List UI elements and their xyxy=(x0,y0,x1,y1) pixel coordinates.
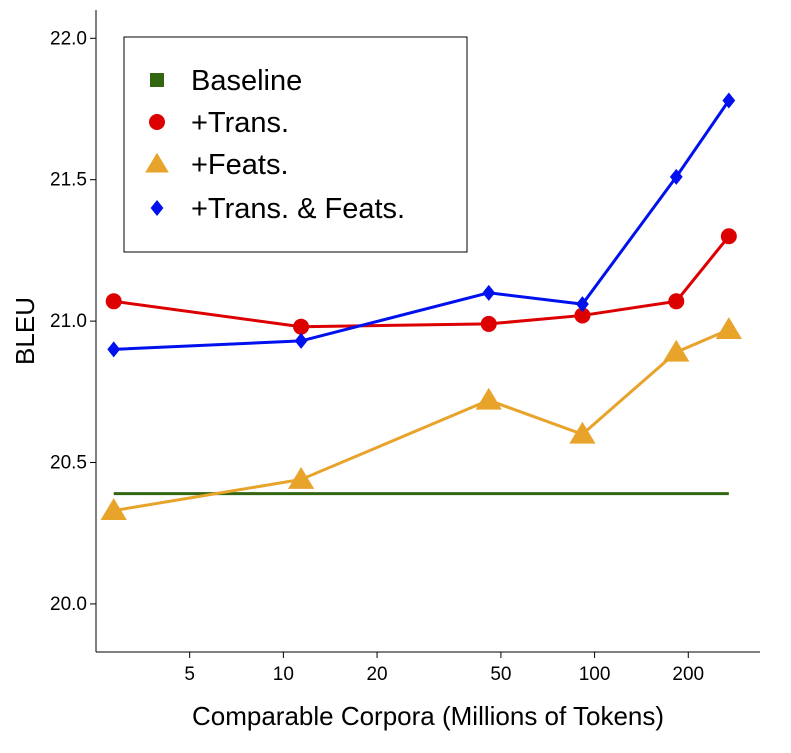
data-point-feats xyxy=(100,498,127,520)
data-point-feats xyxy=(663,339,690,362)
axes xyxy=(95,10,760,653)
x-tick-label: 50 xyxy=(490,664,511,685)
x-ticks: 5 10 20 50 100 200 xyxy=(184,652,704,685)
x-tick-label: 20 xyxy=(366,664,387,685)
series-trans-feats xyxy=(107,92,736,358)
x-tick-label: 10 xyxy=(273,664,294,685)
x-axis-title: Comparable Corpora (Millions of Tokens) xyxy=(192,701,664,731)
series-line-trans-feats xyxy=(113,99,731,351)
legend-marker xyxy=(145,152,169,173)
x-tick-label: 100 xyxy=(579,664,611,685)
legend: Baseline +Trans. +Feats. +Trans. & Feats. xyxy=(123,36,468,253)
legend-label: +Trans. xyxy=(191,107,289,139)
data-point-feats xyxy=(475,387,502,410)
y-ticks: 20.0 20.5 21.0 21.5 22.0 xyxy=(50,28,96,615)
y-tick-label: 20.0 xyxy=(50,594,87,615)
data-point-trans-feats xyxy=(722,92,736,109)
series-line-feats xyxy=(113,328,730,513)
data-point-trans-feats xyxy=(107,341,121,358)
data-point-trans xyxy=(720,228,737,245)
data-point-trans xyxy=(105,293,122,310)
legend-label: +Feats. xyxy=(191,149,289,181)
series-feats xyxy=(100,317,742,520)
x-tick-label: 200 xyxy=(672,664,704,685)
data-point-trans xyxy=(293,318,310,335)
data-point-feats xyxy=(569,421,596,444)
legend-marker xyxy=(150,200,164,216)
data-point-trans xyxy=(668,293,685,310)
data-point-trans xyxy=(574,307,591,324)
legend-marker xyxy=(149,114,165,130)
data-point-feats xyxy=(715,317,742,339)
legend-label: Baseline xyxy=(191,65,302,97)
series-trans xyxy=(105,228,737,335)
legend-box xyxy=(123,36,468,253)
y-tick-label: 20.5 xyxy=(50,453,87,474)
data-point-trans-feats xyxy=(294,332,308,349)
data-point-trans-feats xyxy=(482,284,496,301)
y-tick-label: 22.0 xyxy=(50,28,87,49)
x-tick-label: 5 xyxy=(184,664,195,685)
legend-marker xyxy=(150,73,164,87)
data-point-trans-feats xyxy=(669,168,683,185)
data-point-trans xyxy=(480,315,497,332)
y-axis-title: BLEU xyxy=(10,297,40,365)
series-line-trans xyxy=(113,235,731,329)
data-point-feats xyxy=(287,466,315,489)
series-layer xyxy=(100,92,742,520)
data-point-trans-feats xyxy=(576,296,589,313)
y-tick-label: 21.0 xyxy=(50,311,87,332)
legend-label: +Trans. & Feats. xyxy=(191,193,405,225)
y-tick-label: 21.5 xyxy=(50,170,87,191)
